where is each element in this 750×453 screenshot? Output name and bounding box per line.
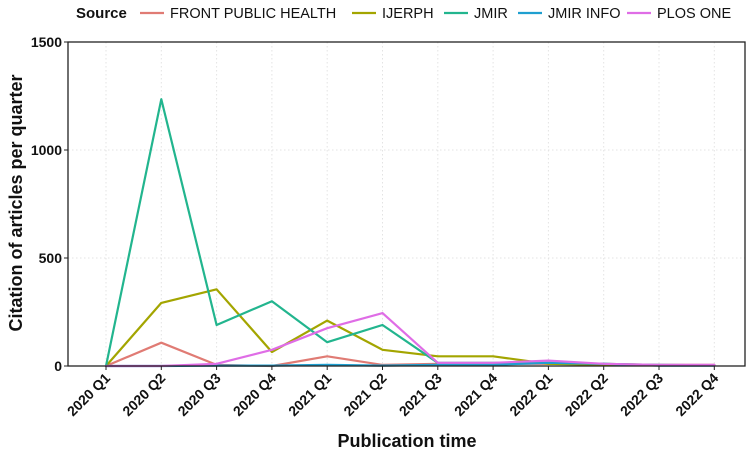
series-line [104, 341, 716, 368]
y-tick-label: 500 [39, 250, 63, 266]
y-tick-label: 0 [54, 358, 62, 374]
x-tick-label: 2021 Q1 [285, 370, 334, 419]
legend-label: JMIR INFO [548, 6, 621, 22]
grid [68, 41, 745, 367]
x-tick-label: 2021 Q3 [396, 370, 445, 419]
legend-label: FRONT PUBLIC HEALTH [170, 6, 336, 22]
x-tick-label: 2022 Q1 [506, 370, 555, 419]
y-axis-title: Citation of articles per quarter [6, 74, 26, 331]
x-tick-label: 2020 Q2 [119, 370, 168, 419]
legend-label: IJERPH [382, 6, 434, 22]
legend-label: PLOS ONE [657, 6, 731, 22]
x-tick-label: 2022 Q2 [562, 370, 611, 419]
y-tick-label: 1000 [31, 142, 62, 158]
x-tick-label: 2020 Q3 [174, 370, 223, 419]
x-tick-label: 2020 Q4 [230, 370, 279, 419]
x-axis: 2020 Q1 2020 Q2 2020 Q3 2020 Q4 2021 Q1 2021 … [64, 366, 722, 419]
series-lines [104, 98, 716, 368]
series-line [104, 98, 716, 368]
plot-frame [67, 41, 746, 367]
x-tick-label: 2021 Q4 [451, 370, 500, 419]
x-tick-label: 2022 Q4 [672, 370, 721, 419]
series-line [104, 312, 716, 368]
y-tick-label: 1500 [31, 34, 62, 50]
legend: Source FRONT PUBLIC HEALTH IJERPH JMIR JMIR… [76, 5, 731, 22]
x-tick-label: 2020 Q1 [64, 370, 113, 419]
series-line [104, 288, 716, 368]
x-tick-label: 2022 Q3 [617, 370, 666, 419]
x-axis-title: Publication time [337, 431, 476, 451]
legend-title: Source [76, 5, 127, 22]
y-axis: 0 500 1000 1500 [31, 34, 68, 374]
x-tick-label: 2021 Q2 [340, 370, 389, 419]
legend-label: JMIR [474, 6, 508, 22]
